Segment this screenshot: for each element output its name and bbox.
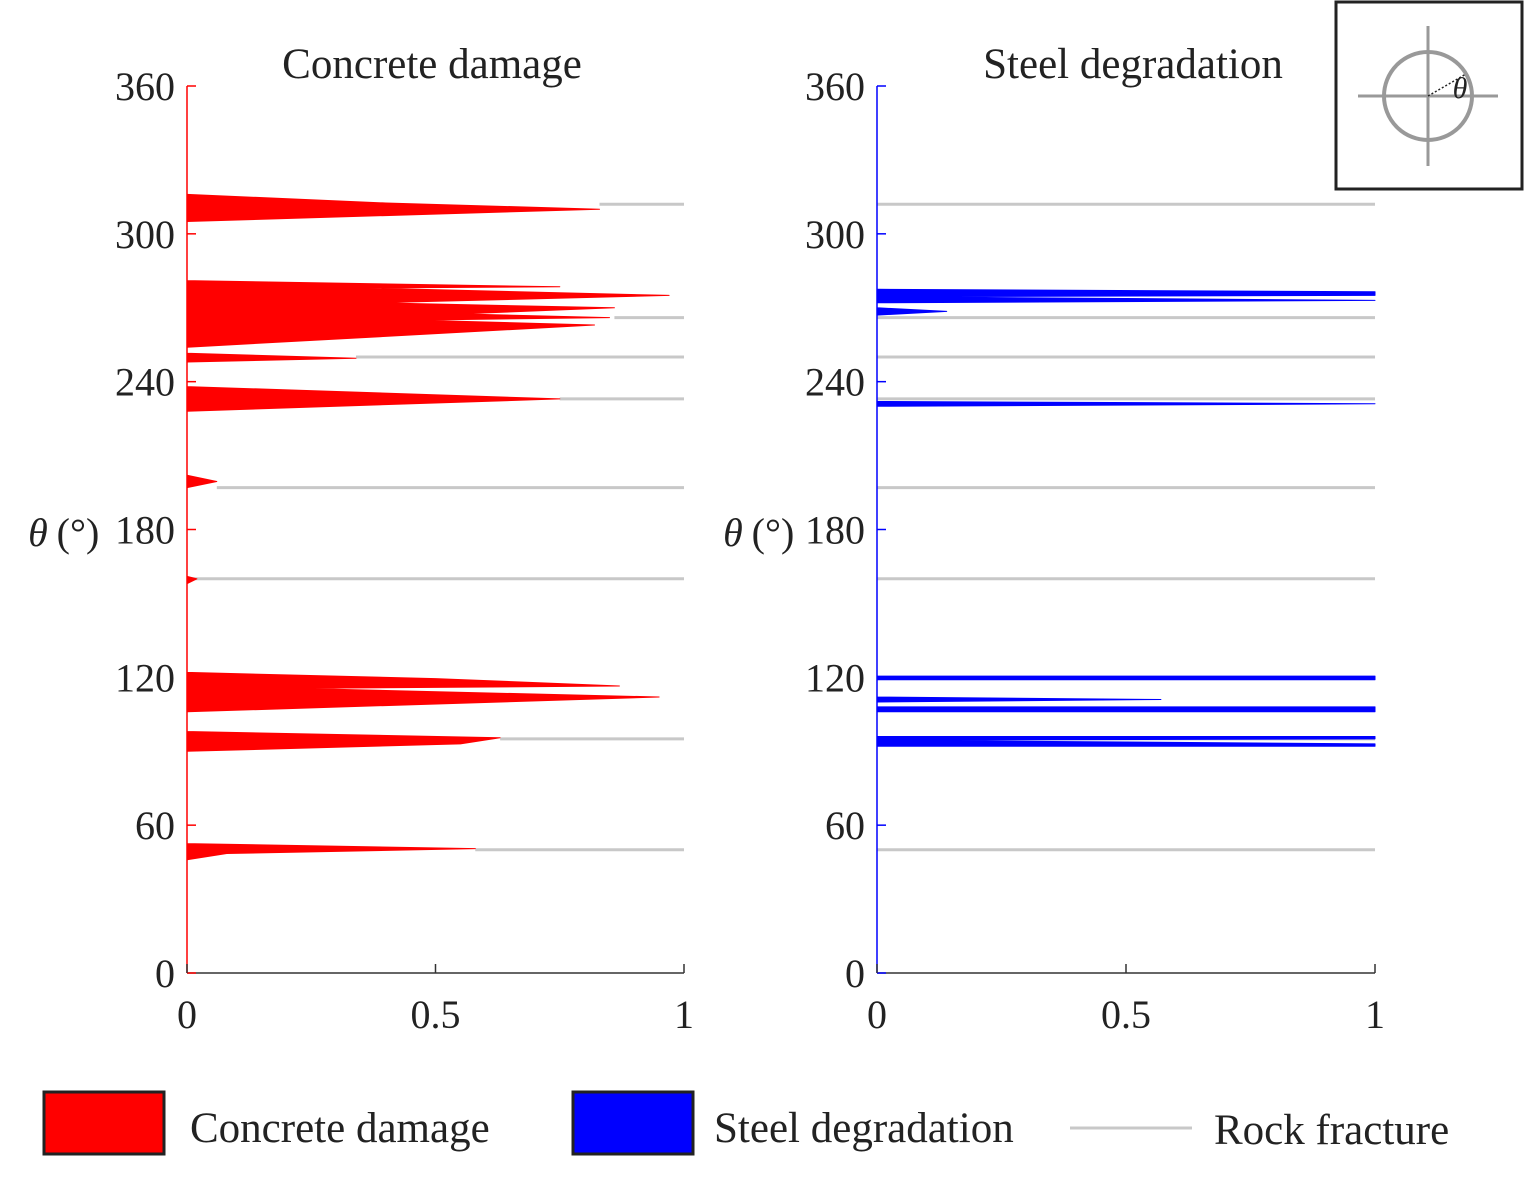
y-tick-label: 0: [155, 951, 175, 996]
y-axis-label-symbol: θ: [723, 510, 743, 555]
steel-area: [876, 288, 1376, 747]
y-tick-label: 0: [845, 951, 865, 996]
inset-angle-diagram: θ: [1334, 0, 1524, 191]
panel-steel: 0 60 120 180 240 300 360 0 0.5 1 Steel degradatio…: [723, 41, 1385, 1037]
y-tick-label: 240: [805, 360, 865, 405]
y-tick-label: 120: [805, 655, 865, 700]
concrete-area: [186, 193, 670, 861]
x-tick-label: 0: [867, 992, 887, 1037]
legend-label-concrete: Concrete damage: [190, 1105, 490, 1152]
y-axis-label-unit: (°): [752, 510, 795, 555]
y-tick-label: 360: [805, 64, 865, 109]
legend-swatch-steel: [571, 1090, 695, 1156]
y-tick-label: 300: [805, 212, 865, 257]
panel-title-steel: Steel degradation: [983, 41, 1283, 88]
inset-angle-ray: [1427, 73, 1467, 97]
y-axis-label-unit: (°): [57, 510, 100, 555]
y-tick-label: 180: [805, 508, 865, 553]
legend: Concrete damage Steel degradation Rock f…: [42, 1090, 1449, 1156]
y-axis-label-symbol: θ: [28, 510, 48, 555]
y-tick-label: 120: [115, 655, 175, 700]
y-tick-label: 60: [135, 803, 175, 848]
y-tick-label: 60: [825, 803, 865, 848]
y-tick-label: 360: [115, 64, 175, 109]
x-tick-label: 0: [177, 992, 197, 1037]
x-tick-label: 0.5: [411, 992, 461, 1037]
y-tick-label: 240: [115, 360, 175, 405]
x-tick-label: 0.5: [1101, 992, 1151, 1037]
y-tick-label: 300: [115, 212, 175, 257]
inset-angle-symbol: θ: [1453, 72, 1468, 105]
panel-title-concrete: Concrete damage: [282, 41, 582, 88]
x-tick-label: 1: [1365, 992, 1385, 1037]
legend-label-steel: Steel degradation: [714, 1105, 1014, 1152]
legend-label-fracture: Rock fracture: [1214, 1107, 1449, 1154]
y-tick-label: 180: [115, 508, 175, 553]
x-tick-label: 1: [674, 992, 694, 1037]
legend-swatch-concrete: [42, 1090, 166, 1156]
